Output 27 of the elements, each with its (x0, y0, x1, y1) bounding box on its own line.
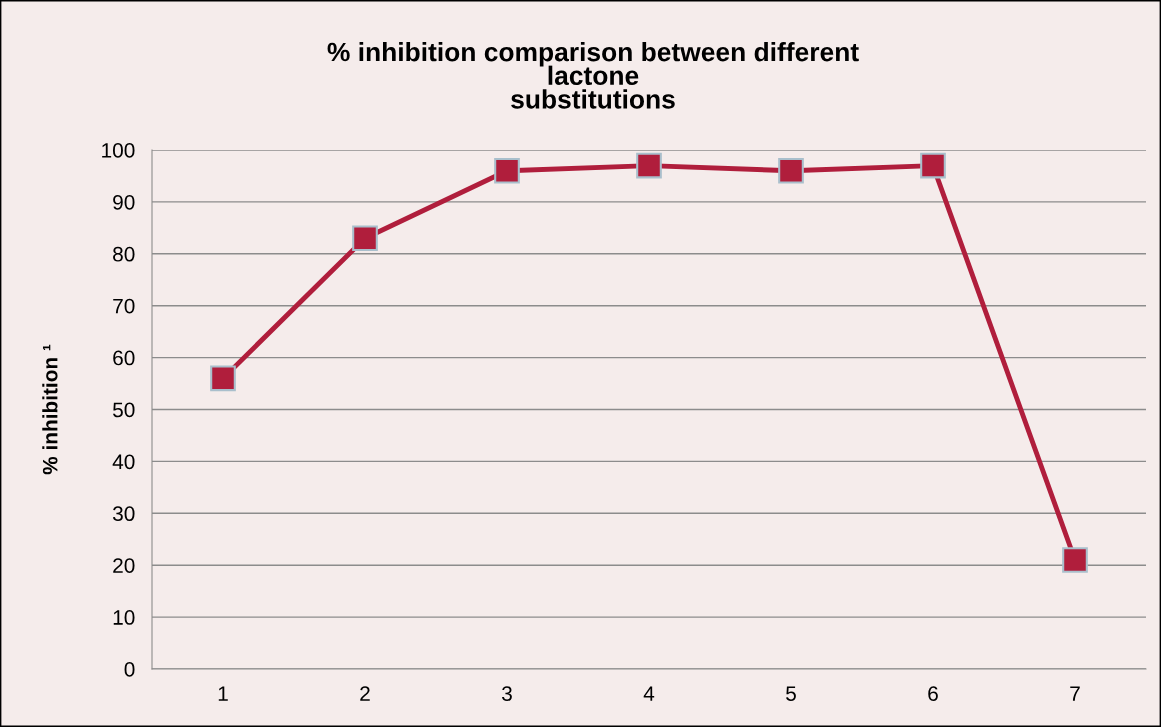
y-tick-label: 10 (113, 610, 135, 625)
x-tick-label: 2 (360, 686, 370, 701)
y-tick-label: 50 (113, 402, 135, 418)
y-tick-label: 60 (113, 350, 135, 366)
chart-title: % inhibition comparison between different lactone substitutions (327, 42, 859, 109)
point (778, 157, 804, 184)
point (210, 365, 236, 392)
x-tick-label: 4 (643, 686, 655, 701)
y-tick-label: 90 (113, 194, 135, 210)
x-tick-label: 5 (786, 686, 796, 701)
x-tick-label: 1 (218, 686, 228, 701)
point (920, 152, 946, 179)
x-tick-label: 7 (1070, 686, 1080, 701)
y-tick-label: 100 (102, 143, 135, 158)
y-tick-label: 30 (112, 506, 135, 522)
x-tick-label: 6 (928, 686, 938, 701)
y-axis-title: % inhibition ¹ (42, 344, 58, 475)
point (494, 157, 520, 184)
y-tick-label: 40 (112, 454, 135, 470)
point (636, 152, 662, 179)
y-tick-label: 70 (113, 298, 135, 314)
y-tick-label: 0 (124, 662, 135, 677)
point (1062, 547, 1088, 573)
x-tick-label: 3 (502, 686, 512, 701)
y-tick-label: 20 (113, 558, 135, 573)
y-tick-label: 80 (113, 246, 135, 262)
point (352, 225, 378, 252)
